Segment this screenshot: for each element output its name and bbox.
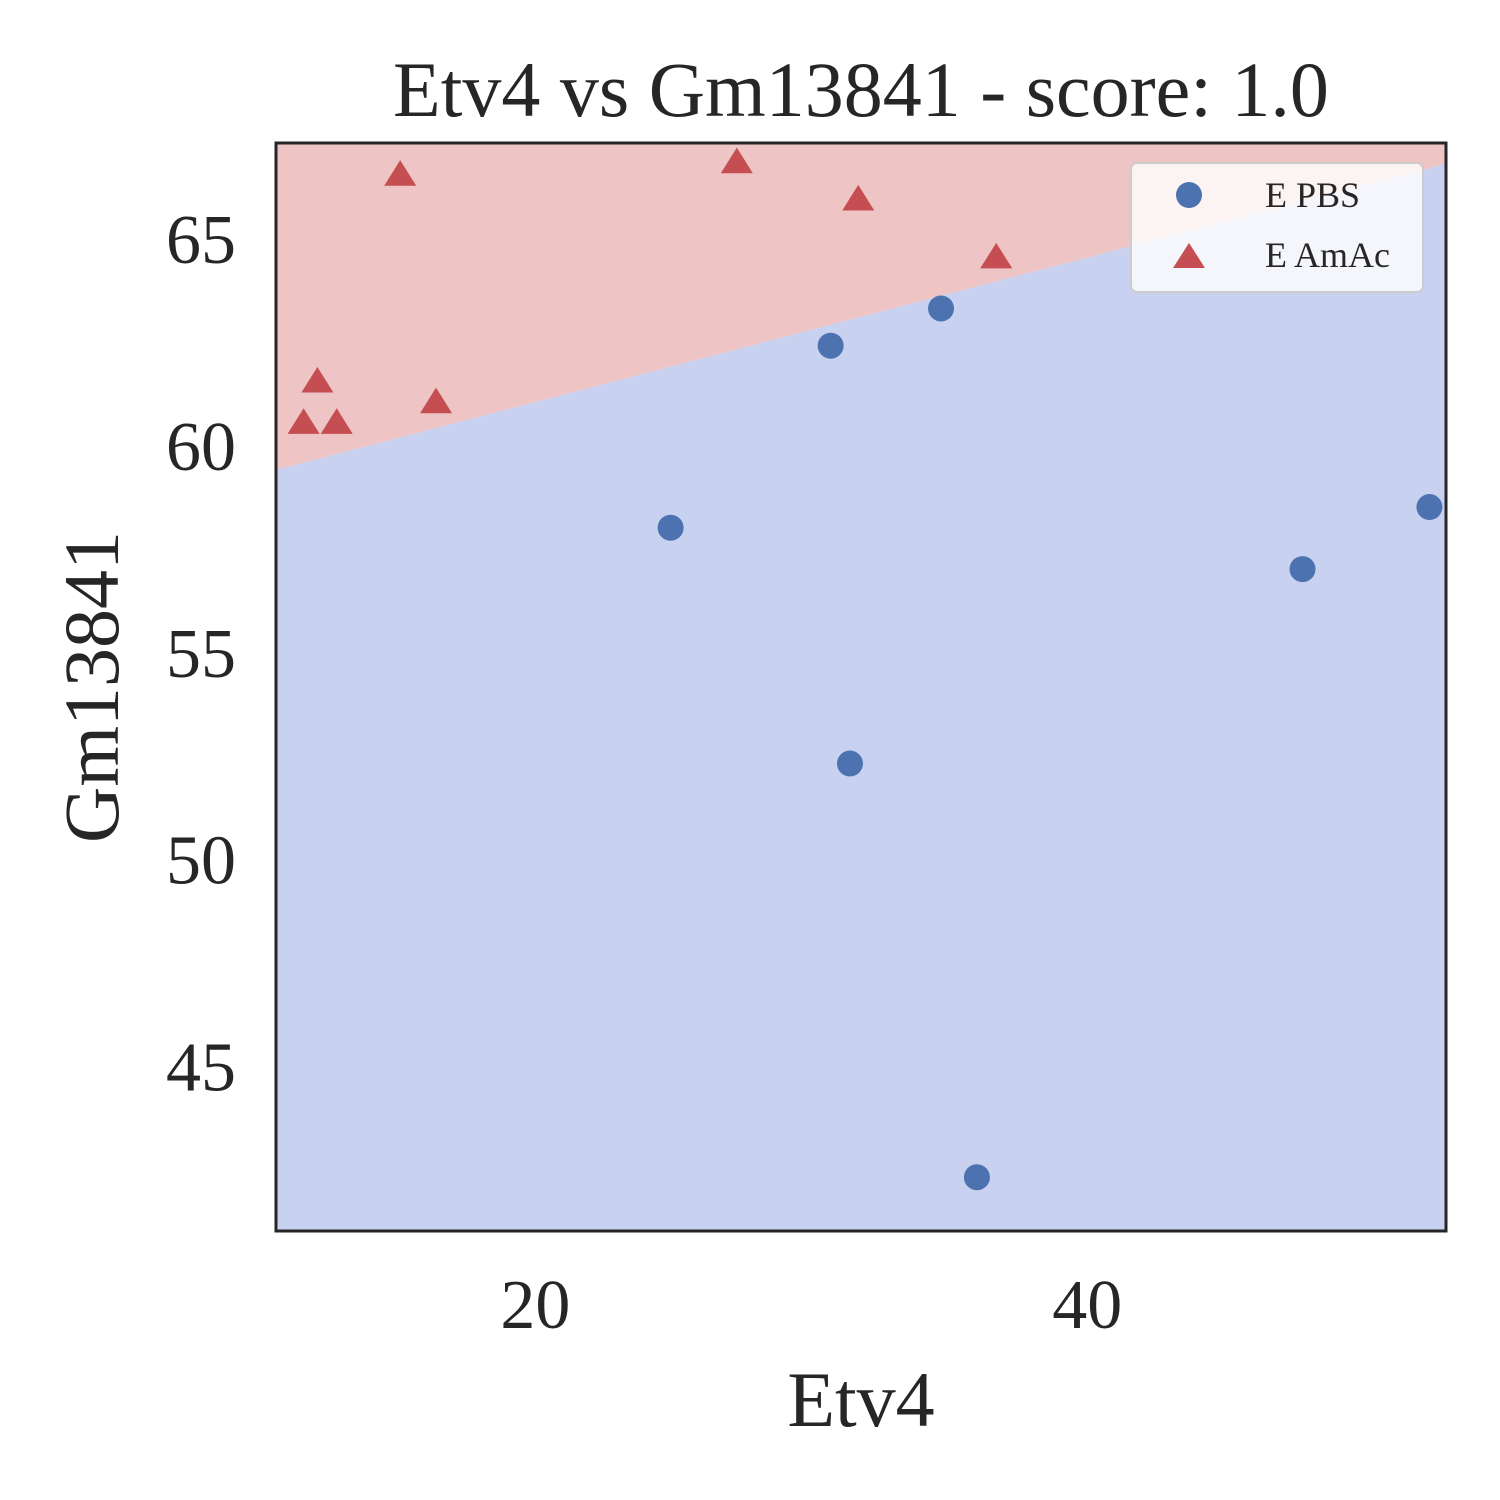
chart-title: Etv4 vs Gm13841 - score: 1.0: [393, 46, 1329, 133]
legend-marker-e-amac: [1173, 243, 1205, 268]
point-e-amac: [384, 160, 417, 186]
plot-area: [276, 143, 1446, 1231]
legend-box: [1130, 162, 1424, 293]
legend-marker-e-pbs: [1176, 182, 1202, 208]
point-e-amac: [420, 387, 453, 414]
x-tick-label: 20: [500, 1267, 570, 1344]
point-e-amac: [842, 184, 875, 211]
legend-label-e-amac: E AmAc: [1265, 235, 1390, 275]
lower-decision-region: [276, 163, 1446, 1231]
legend-label-e-pbs: E PBS: [1265, 175, 1360, 215]
point-e-amac: [287, 408, 320, 434]
point-e-amac: [301, 366, 334, 393]
point-e-amac: [320, 408, 353, 434]
decision-regions: [276, 143, 1446, 1231]
y-tick-label: 45: [166, 1030, 236, 1107]
point-e-pbs: [657, 514, 684, 541]
point-e-pbs: [963, 1164, 990, 1191]
x-axis-label: Etv4: [787, 1356, 934, 1443]
x-tick-label: 40: [1052, 1267, 1122, 1344]
y-axis-label: Gm13841: [48, 531, 135, 843]
y-tick-label: 60: [166, 409, 236, 486]
point-e-pbs: [836, 750, 863, 777]
plot-frame: [274, 141, 1448, 1233]
point-e-pbs: [1289, 556, 1316, 583]
point-e-pbs: [928, 295, 955, 322]
point-e-amac: [720, 147, 753, 174]
y-tick-label: 65: [166, 202, 236, 279]
legend: E PBS E AmAc: [1130, 162, 1424, 293]
x-axis-ticks: 20 40: [500, 1267, 1122, 1344]
y-axis-ticks: 45 50 55 60 65: [166, 202, 236, 1106]
y-tick-label: 50: [166, 823, 236, 900]
point-e-pbs: [817, 332, 844, 359]
point-e-amac: [980, 242, 1013, 269]
data-markers: [287, 147, 1443, 1191]
y-tick-label: 55: [166, 616, 236, 693]
point-e-pbs: [1416, 494, 1443, 521]
